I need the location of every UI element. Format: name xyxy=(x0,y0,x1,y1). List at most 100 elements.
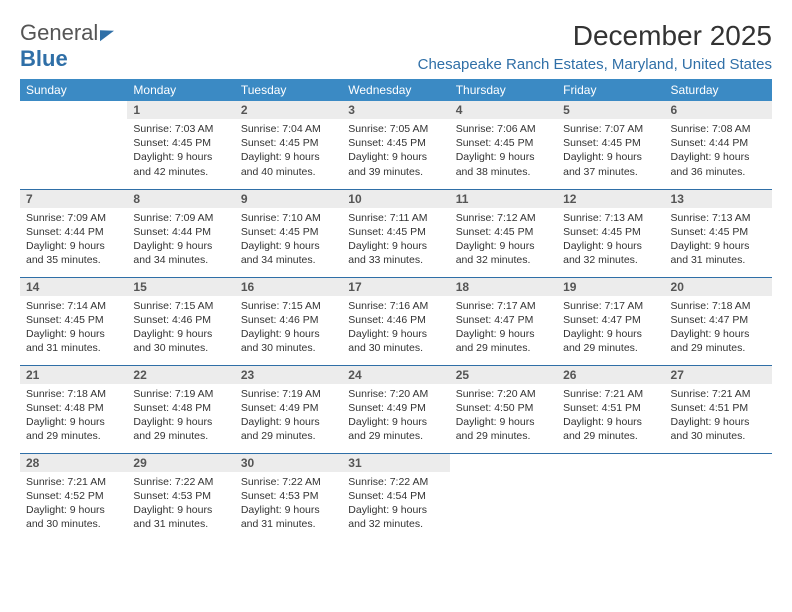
day-info: Sunrise: 7:13 AMSunset: 4:45 PMDaylight:… xyxy=(557,208,664,272)
day-info: Sunrise: 7:19 AMSunset: 4:49 PMDaylight:… xyxy=(235,384,342,448)
calendar-cell: 11Sunrise: 7:12 AMSunset: 4:45 PMDayligh… xyxy=(450,189,557,277)
calendar-cell: 26Sunrise: 7:21 AMSunset: 4:51 PMDayligh… xyxy=(557,365,664,453)
brand-name-a: General xyxy=(20,20,98,45)
day-number: 12 xyxy=(557,190,664,208)
day-header: Tuesday xyxy=(235,79,342,101)
calendar-cell: 6Sunrise: 7:08 AMSunset: 4:44 PMDaylight… xyxy=(665,101,772,189)
day-header: Thursday xyxy=(450,79,557,101)
day-header: Friday xyxy=(557,79,664,101)
calendar-cell: 12Sunrise: 7:13 AMSunset: 4:45 PMDayligh… xyxy=(557,189,664,277)
calendar-cell-empty xyxy=(20,101,127,189)
day-info: Sunrise: 7:04 AMSunset: 4:45 PMDaylight:… xyxy=(235,119,342,183)
day-number: 6 xyxy=(665,101,772,119)
calendar-cell: 31Sunrise: 7:22 AMSunset: 4:54 PMDayligh… xyxy=(342,453,449,541)
calendar-head: SundayMondayTuesdayWednesdayThursdayFrid… xyxy=(20,79,772,101)
day-info: Sunrise: 7:22 AMSunset: 4:54 PMDaylight:… xyxy=(342,472,449,536)
title-block: December 2025 Chesapeake Ranch Estates, … xyxy=(418,20,772,73)
day-info: Sunrise: 7:20 AMSunset: 4:50 PMDaylight:… xyxy=(450,384,557,448)
day-number: 18 xyxy=(450,278,557,296)
location-label: Chesapeake Ranch Estates, Maryland, Unit… xyxy=(418,56,772,73)
day-info: Sunrise: 7:05 AMSunset: 4:45 PMDaylight:… xyxy=(342,119,449,183)
day-number: 21 xyxy=(20,366,127,384)
calendar-week-row: 7Sunrise: 7:09 AMSunset: 4:44 PMDaylight… xyxy=(20,189,772,277)
day-info: Sunrise: 7:18 AMSunset: 4:47 PMDaylight:… xyxy=(665,296,772,360)
day-number: 24 xyxy=(342,366,449,384)
day-info: Sunrise: 7:09 AMSunset: 4:44 PMDaylight:… xyxy=(127,208,234,272)
day-number: 15 xyxy=(127,278,234,296)
day-number: 20 xyxy=(665,278,772,296)
day-number: 13 xyxy=(665,190,772,208)
header: General Blue December 2025 Chesapeake Ra… xyxy=(20,20,772,73)
calendar-cell: 22Sunrise: 7:19 AMSunset: 4:48 PMDayligh… xyxy=(127,365,234,453)
day-info: Sunrise: 7:22 AMSunset: 4:53 PMDaylight:… xyxy=(235,472,342,536)
day-info: Sunrise: 7:19 AMSunset: 4:48 PMDaylight:… xyxy=(127,384,234,448)
calendar-week-row: 14Sunrise: 7:14 AMSunset: 4:45 PMDayligh… xyxy=(20,277,772,365)
calendar-week-row: 28Sunrise: 7:21 AMSunset: 4:52 PMDayligh… xyxy=(20,453,772,541)
day-number: 27 xyxy=(665,366,772,384)
calendar-cell-empty xyxy=(665,453,772,541)
day-header: Sunday xyxy=(20,79,127,101)
day-number: 30 xyxy=(235,454,342,472)
day-number: 29 xyxy=(127,454,234,472)
calendar-cell: 7Sunrise: 7:09 AMSunset: 4:44 PMDaylight… xyxy=(20,189,127,277)
day-number: 7 xyxy=(20,190,127,208)
calendar-cell: 4Sunrise: 7:06 AMSunset: 4:45 PMDaylight… xyxy=(450,101,557,189)
day-number: 25 xyxy=(450,366,557,384)
day-info: Sunrise: 7:22 AMSunset: 4:53 PMDaylight:… xyxy=(127,472,234,536)
calendar-table: SundayMondayTuesdayWednesdayThursdayFrid… xyxy=(20,79,772,541)
day-number: 22 xyxy=(127,366,234,384)
calendar-cell: 30Sunrise: 7:22 AMSunset: 4:53 PMDayligh… xyxy=(235,453,342,541)
day-number: 16 xyxy=(235,278,342,296)
day-info: Sunrise: 7:18 AMSunset: 4:48 PMDaylight:… xyxy=(20,384,127,448)
day-info: Sunrise: 7:07 AMSunset: 4:45 PMDaylight:… xyxy=(557,119,664,183)
calendar-week-row: 1Sunrise: 7:03 AMSunset: 4:45 PMDaylight… xyxy=(20,101,772,189)
calendar-cell: 3Sunrise: 7:05 AMSunset: 4:45 PMDaylight… xyxy=(342,101,449,189)
calendar-cell: 16Sunrise: 7:15 AMSunset: 4:46 PMDayligh… xyxy=(235,277,342,365)
day-header: Saturday xyxy=(665,79,772,101)
calendar-cell: 24Sunrise: 7:20 AMSunset: 4:49 PMDayligh… xyxy=(342,365,449,453)
day-info: Sunrise: 7:09 AMSunset: 4:44 PMDaylight:… xyxy=(20,208,127,272)
calendar-cell: 21Sunrise: 7:18 AMSunset: 4:48 PMDayligh… xyxy=(20,365,127,453)
day-number: 17 xyxy=(342,278,449,296)
calendar-cell: 29Sunrise: 7:22 AMSunset: 4:53 PMDayligh… xyxy=(127,453,234,541)
day-info: Sunrise: 7:17 AMSunset: 4:47 PMDaylight:… xyxy=(450,296,557,360)
day-info: Sunrise: 7:16 AMSunset: 4:46 PMDaylight:… xyxy=(342,296,449,360)
calendar-body: 1Sunrise: 7:03 AMSunset: 4:45 PMDaylight… xyxy=(20,101,772,541)
day-info: Sunrise: 7:11 AMSunset: 4:45 PMDaylight:… xyxy=(342,208,449,272)
calendar-cell: 18Sunrise: 7:17 AMSunset: 4:47 PMDayligh… xyxy=(450,277,557,365)
calendar-cell: 27Sunrise: 7:21 AMSunset: 4:51 PMDayligh… xyxy=(665,365,772,453)
day-number: 10 xyxy=(342,190,449,208)
day-number: 31 xyxy=(342,454,449,472)
calendar-cell: 15Sunrise: 7:15 AMSunset: 4:46 PMDayligh… xyxy=(127,277,234,365)
calendar-cell: 5Sunrise: 7:07 AMSunset: 4:45 PMDaylight… xyxy=(557,101,664,189)
day-number: 1 xyxy=(127,101,234,119)
calendar-cell: 28Sunrise: 7:21 AMSunset: 4:52 PMDayligh… xyxy=(20,453,127,541)
day-number: 3 xyxy=(342,101,449,119)
calendar-cell: 23Sunrise: 7:19 AMSunset: 4:49 PMDayligh… xyxy=(235,365,342,453)
day-info: Sunrise: 7:17 AMSunset: 4:47 PMDaylight:… xyxy=(557,296,664,360)
calendar-cell: 25Sunrise: 7:20 AMSunset: 4:50 PMDayligh… xyxy=(450,365,557,453)
day-number: 9 xyxy=(235,190,342,208)
calendar-cell: 9Sunrise: 7:10 AMSunset: 4:45 PMDaylight… xyxy=(235,189,342,277)
day-info: Sunrise: 7:15 AMSunset: 4:46 PMDaylight:… xyxy=(235,296,342,360)
day-number: 19 xyxy=(557,278,664,296)
calendar-cell: 19Sunrise: 7:17 AMSunset: 4:47 PMDayligh… xyxy=(557,277,664,365)
calendar-cell: 17Sunrise: 7:16 AMSunset: 4:46 PMDayligh… xyxy=(342,277,449,365)
day-info: Sunrise: 7:03 AMSunset: 4:45 PMDaylight:… xyxy=(127,119,234,183)
day-info: Sunrise: 7:12 AMSunset: 4:45 PMDaylight:… xyxy=(450,208,557,272)
day-header: Wednesday xyxy=(342,79,449,101)
day-info: Sunrise: 7:21 AMSunset: 4:51 PMDaylight:… xyxy=(557,384,664,448)
day-info: Sunrise: 7:21 AMSunset: 4:52 PMDaylight:… xyxy=(20,472,127,536)
brand-name: General Blue xyxy=(20,20,114,72)
brand-name-b: Blue xyxy=(20,46,68,71)
calendar-cell: 13Sunrise: 7:13 AMSunset: 4:45 PMDayligh… xyxy=(665,189,772,277)
calendar-cell-empty xyxy=(450,453,557,541)
day-info: Sunrise: 7:08 AMSunset: 4:44 PMDaylight:… xyxy=(665,119,772,183)
day-number: 8 xyxy=(127,190,234,208)
day-number: 26 xyxy=(557,366,664,384)
day-info: Sunrise: 7:10 AMSunset: 4:45 PMDaylight:… xyxy=(235,208,342,272)
logo-triangle-icon xyxy=(100,28,114,41)
day-number: 5 xyxy=(557,101,664,119)
day-header: Monday xyxy=(127,79,234,101)
day-number: 28 xyxy=(20,454,127,472)
